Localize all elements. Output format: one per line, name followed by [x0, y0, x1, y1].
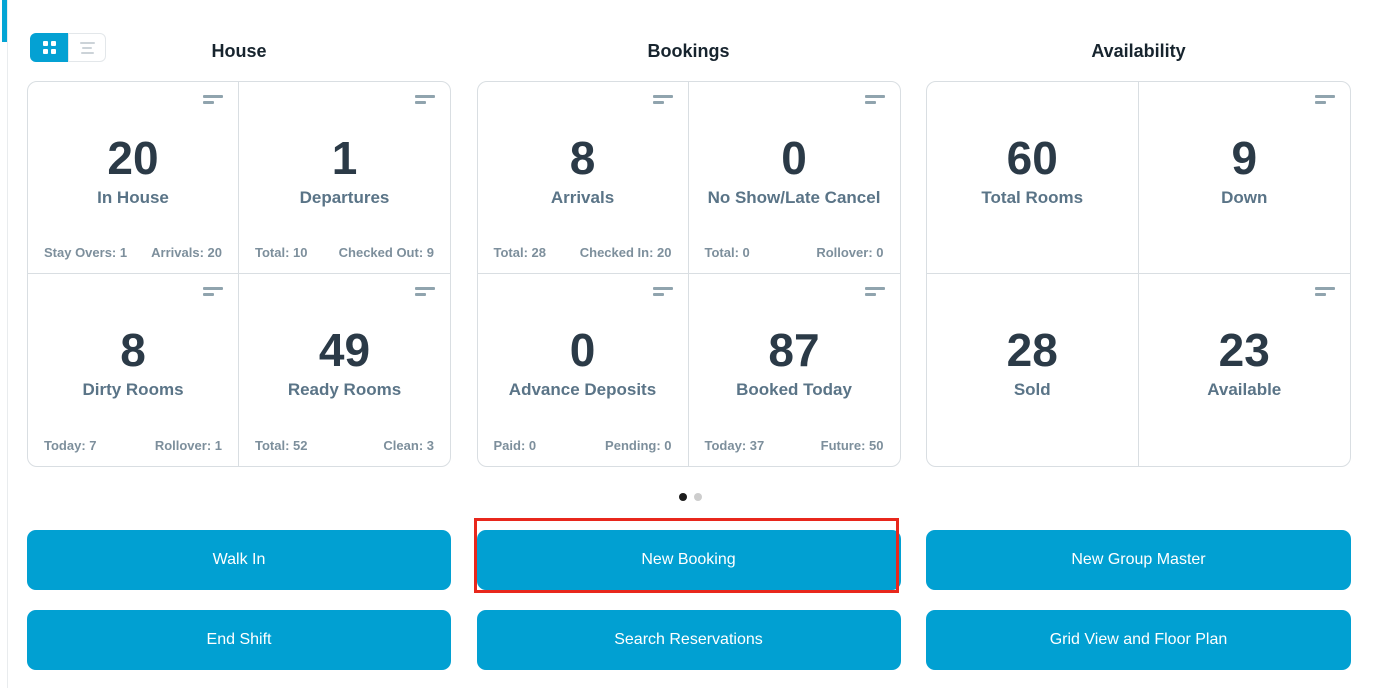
left-divider-line: [7, 0, 8, 688]
stat-footer: Stay Overs: 1 Arrivals: 20: [44, 245, 222, 260]
stat-label: Available: [1207, 380, 1282, 400]
stat-value: 0: [781, 132, 807, 184]
stat-card-dirty-rooms[interactable]: 8 Dirty Rooms Today: 7 Rollover: 1: [28, 274, 239, 466]
stat-value: 20: [107, 132, 159, 184]
card-menu-icon[interactable]: [652, 95, 673, 104]
list-lines-icon: [79, 41, 95, 54]
stat-footer-left: Today: 7: [44, 438, 97, 453]
stat-value: 28: [1006, 324, 1058, 376]
stat-footer-left: Today: 37: [704, 438, 765, 453]
card-menu-icon[interactable]: [415, 287, 435, 296]
carousel-dot[interactable]: [694, 493, 702, 501]
stat-label: Arrivals: [550, 188, 615, 208]
action-buttons: Walk In New Booking New Group Master End Sh…: [27, 530, 1351, 670]
stat-card-departures[interactable]: 1 Departures Total: 10 Checked Out: 9: [239, 82, 450, 274]
stat-value: 8: [120, 324, 146, 376]
stat-label: Departures: [299, 188, 390, 208]
stat-sections: House 20 In House Stay Overs: 1 Arrivals: 20…: [27, 25, 1351, 467]
list-view-button[interactable]: [68, 33, 106, 62]
action-button-search-reservations[interactable]: Search Reservations: [476, 610, 901, 670]
stat-footer: Total: 10 Checked Out: 9: [255, 245, 434, 260]
stat-footer: Paid: 0 Pending: 0: [494, 438, 672, 453]
stat-footer-left: Total: 28: [493, 245, 547, 260]
stat-footer: Today: 7 Rollover: 1: [44, 438, 222, 453]
stat-footer-right: Rollover: 1: [154, 438, 222, 453]
section-house: House 20 In House Stay Overs: 1 Arrivals: 20…: [27, 25, 451, 467]
stat-value: 49: [318, 324, 371, 376]
stat-footer-right: Checked Out: 9: [338, 245, 434, 260]
stat-value: 60: [1006, 132, 1058, 184]
card-menu-icon[interactable]: [864, 287, 885, 296]
stat-footer-left: Paid: 0: [493, 438, 537, 453]
stat-value: 23: [1218, 324, 1270, 376]
card-menu-icon[interactable]: [652, 287, 673, 296]
stat-card-group: 20 In House Stay Overs: 1 Arrivals: 20 1 Depa…: [27, 81, 451, 467]
stat-card-booked-today[interactable]: 87 Booked Today Today: 37 Future: 50: [689, 274, 900, 466]
grid-view-button[interactable]: [30, 33, 68, 62]
stat-card-group: 60 Total Rooms 9 Down 28 Sold 23 Available: [926, 81, 1351, 467]
stat-value: 1: [331, 132, 358, 184]
grid-icon: [42, 41, 56, 54]
stat-value: 8: [569, 132, 596, 184]
section-availability: Availability 60 Total Rooms 9 Down 28 Sold 23 Av…: [926, 25, 1351, 467]
stat-value: 9: [1231, 132, 1258, 184]
left-accent-bar: [2, 0, 7, 42]
section-title: Availability: [1091, 41, 1186, 61]
stat-label: Advance Deposits: [508, 380, 657, 400]
stat-card-available[interactable]: 23 Available: [1139, 274, 1351, 466]
stat-footer-left: Total: 52: [255, 438, 308, 453]
stat-label: Dirty Rooms: [82, 380, 184, 400]
section-title: House: [211, 41, 267, 61]
stat-label: Ready Rooms: [287, 380, 402, 400]
card-menu-icon[interactable]: [415, 95, 435, 104]
action-button-walk-in[interactable]: Walk In: [27, 530, 451, 590]
card-menu-icon[interactable]: [1315, 95, 1335, 104]
stat-footer-left: Stay Overs: 1: [44, 245, 128, 260]
carousel-dot-active[interactable]: [679, 493, 687, 501]
stat-footer-right: Checked In: 20: [579, 245, 672, 260]
stat-footer-right: Rollover: 0: [816, 245, 884, 260]
stat-footer-left: Total: 10: [255, 245, 308, 260]
stat-footer: Total: 28 Checked In: 20: [494, 245, 672, 260]
stat-footer-left: Total: 0: [704, 245, 750, 260]
card-menu-icon[interactable]: [864, 95, 885, 104]
stat-label: Down: [1221, 188, 1268, 208]
card-menu-icon[interactable]: [203, 287, 223, 296]
stat-footer-right: Future: 50: [820, 438, 884, 453]
stat-footer-right: Clean: 3: [383, 438, 434, 453]
action-button-end-shift[interactable]: End Shift: [27, 610, 451, 670]
section-title: Bookings: [647, 41, 730, 61]
carousel-dots: [679, 493, 702, 501]
stat-value: 0: [569, 324, 596, 376]
stat-label: No Show/Late Cancel: [707, 188, 881, 208]
stat-footer: Total: 52 Clean: 3: [255, 438, 434, 453]
stat-card-total-rooms[interactable]: 60 Total Rooms: [927, 82, 1139, 274]
stat-label: In House: [97, 188, 169, 208]
stat-footer-right: Pending: 0: [605, 438, 672, 453]
card-menu-icon[interactable]: [1315, 287, 1335, 296]
stat-value: 87: [768, 324, 820, 376]
card-menu-icon[interactable]: [203, 95, 223, 104]
stat-card-arrivals[interactable]: 8 Arrivals Total: 28 Checked In: 20: [477, 82, 689, 274]
stat-label: Sold: [1013, 380, 1051, 400]
action-button-new-booking[interactable]: New Booking: [476, 530, 901, 590]
stat-card-sold[interactable]: 28 Sold: [927, 274, 1139, 466]
stat-label: Booked Today: [736, 380, 852, 400]
action-button-new-group-master[interactable]: New Group Master: [926, 530, 1351, 590]
stat-card-in-house[interactable]: 20 In House Stay Overs: 1 Arrivals: 20: [28, 82, 239, 274]
section-bookings: Bookings 8 Arrivals Total: 28 Checked In: 20…: [476, 25, 901, 467]
view-toggle: [30, 33, 106, 62]
stat-card-down[interactable]: 9 Down: [1138, 82, 1350, 274]
stat-footer: Total: 0 Rollover: 0: [705, 245, 884, 260]
stat-card-no-show-late-cancel[interactable]: 0 No Show/Late Cancel Total: 0 Rollover: 0: [688, 82, 900, 274]
stat-card-group: 8 Arrivals Total: 28 Checked In: 20 0 No Show…: [476, 81, 901, 467]
stat-footer-right: Arrivals: 20: [151, 245, 222, 260]
stat-label: Total Rooms: [981, 188, 1084, 208]
stat-footer: Today: 37 Future: 50: [705, 438, 884, 453]
stat-card-advance-deposits[interactable]: 0 Advance Deposits Paid: 0 Pending: 0: [478, 274, 689, 466]
action-button-grid-view-and-floor-plan[interactable]: Grid View and Floor Plan: [926, 610, 1351, 670]
stat-card-ready-rooms[interactable]: 49 Ready Rooms Total: 52 Clean: 3: [239, 274, 450, 466]
